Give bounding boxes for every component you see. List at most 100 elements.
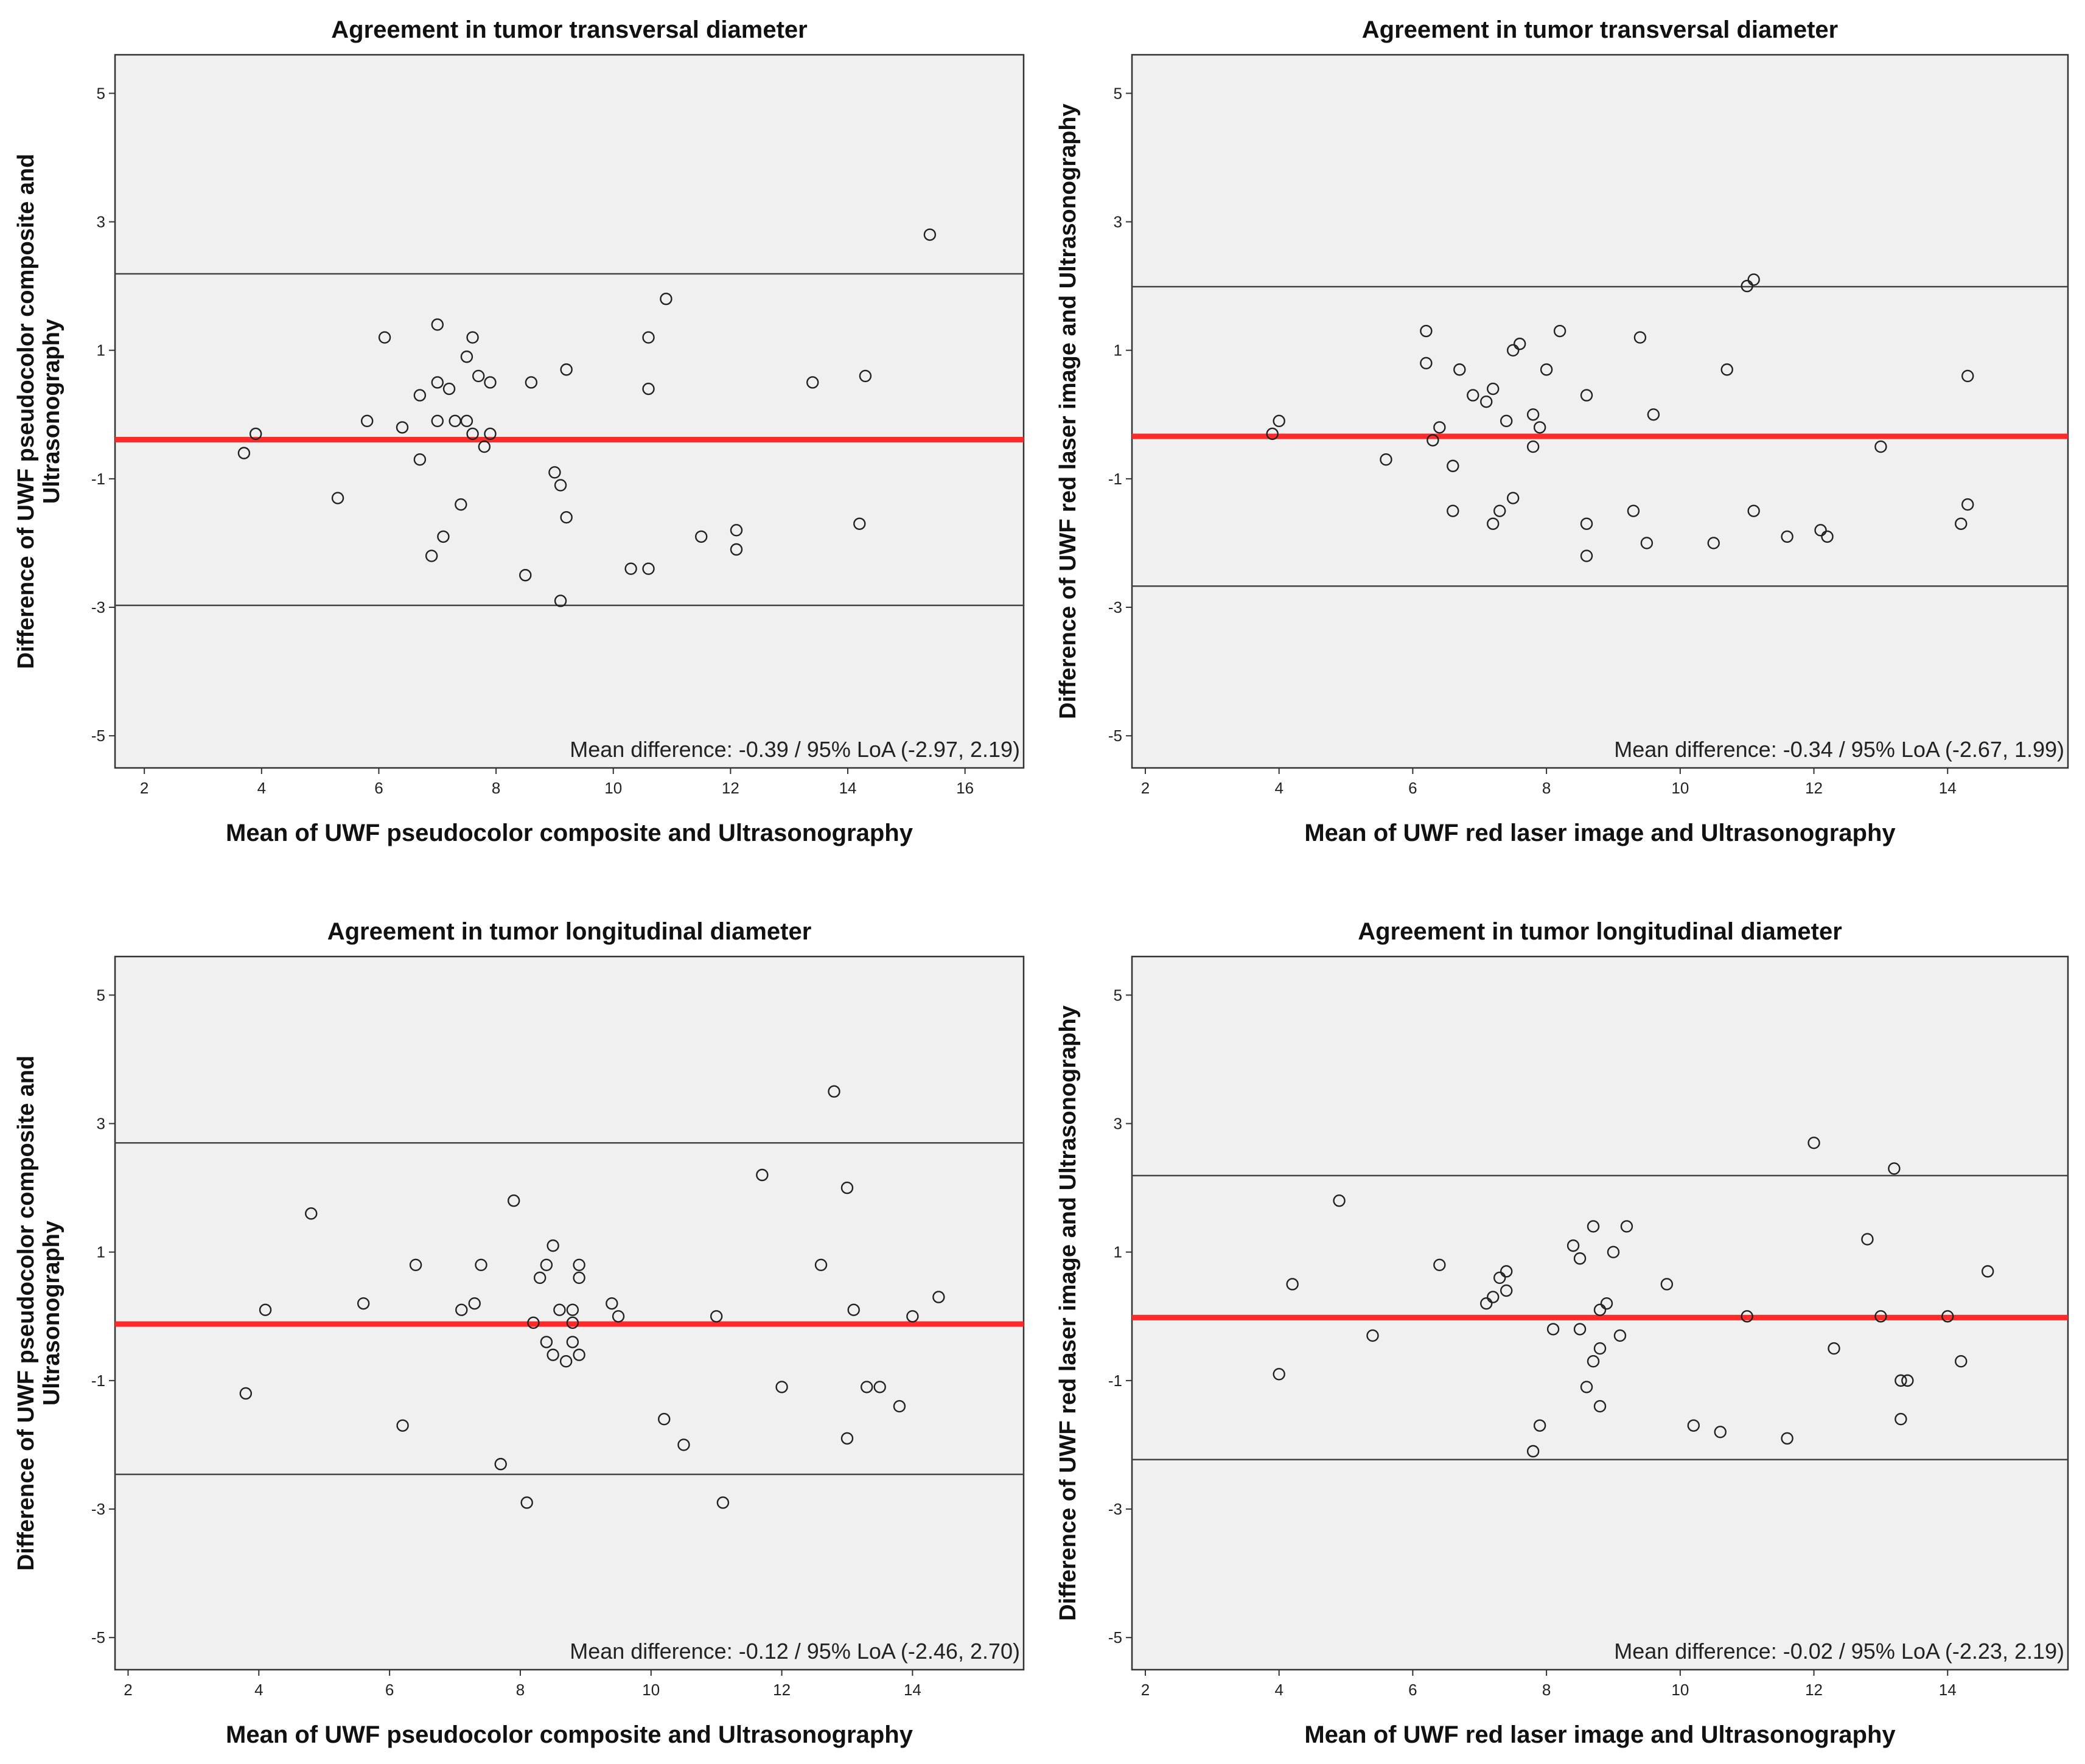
data-point <box>1566 1239 1580 1252</box>
y-tick-label: 1 <box>97 1243 105 1261</box>
data-point <box>1427 434 1439 447</box>
data-point <box>520 1496 533 1509</box>
data-point <box>566 1316 579 1330</box>
y-axis-label: Difference of UWF pseudocolor composite … <box>13 1056 65 1571</box>
y-tick-label: 3 <box>1114 1115 1122 1133</box>
agreement-annotation: Mean difference: -0.02 / 95% LoA (-2.23,… <box>1614 1639 2064 1664</box>
data-point <box>1513 337 1526 350</box>
data-point <box>540 1336 553 1348</box>
x-tick-label: 12 <box>1805 779 1823 797</box>
data-point <box>695 530 708 543</box>
data-point <box>1493 1271 1506 1285</box>
y-tick-label: 5 <box>97 84 105 102</box>
data-point <box>756 1168 769 1182</box>
x-tick-label: 10 <box>1671 779 1689 797</box>
x-tick-label: 6 <box>385 1681 394 1699</box>
data-point <box>1526 440 1540 453</box>
data-point <box>1888 1162 1901 1175</box>
data-point <box>559 1354 573 1368</box>
y-axis-label-line: Ultrasonography <box>39 1221 65 1406</box>
data-point <box>893 1400 906 1413</box>
x-tick-label: 10 <box>642 1681 660 1699</box>
data-point <box>259 1303 272 1316</box>
y-tick-label: 1 <box>1114 341 1122 360</box>
data-point <box>1613 1329 1627 1342</box>
data-point <box>431 414 444 428</box>
x-tick-label: 8 <box>492 779 500 797</box>
y-tick-label: -3 <box>1108 1500 1122 1518</box>
chart-panel-1: Agreement in tumor transversal diameter 2… <box>13 16 1025 846</box>
data-point <box>472 369 485 383</box>
y-tick-label: -1 <box>91 1372 105 1390</box>
x-tick-label: 16 <box>956 779 974 797</box>
data-point <box>814 1258 828 1272</box>
y-tick-label: 5 <box>1114 84 1122 102</box>
data-point <box>466 427 479 441</box>
chart-title: Agreement in tumor longitudinal diameter <box>1358 918 1842 945</box>
data-point <box>612 1310 625 1323</box>
data-point <box>494 1457 507 1471</box>
x-tick-label: 8 <box>516 1681 525 1699</box>
y-tick-label: -5 <box>1108 1628 1122 1647</box>
x-tick-label: 4 <box>1274 1681 1283 1699</box>
data-point <box>1660 1278 1674 1291</box>
x-axis-label: Mean of UWF pseudocolor composite and Ul… <box>226 1721 913 1748</box>
data-point <box>1480 1297 1493 1310</box>
data-point <box>840 1181 854 1194</box>
data-point <box>560 511 573 524</box>
data-point <box>331 492 344 504</box>
x-tick-label: 14 <box>1939 779 1957 797</box>
data-point <box>1480 395 1493 408</box>
x-tick-label: 4 <box>254 1681 263 1699</box>
data-point <box>1447 504 1459 517</box>
data-point <box>573 1348 585 1361</box>
y-tick-label: -3 <box>91 598 105 616</box>
data-point <box>566 1336 579 1348</box>
x-tick-label: 12 <box>773 1681 791 1699</box>
data-point <box>455 1303 468 1316</box>
data-point <box>1981 1265 1994 1278</box>
data-point <box>1420 357 1433 370</box>
data-point <box>906 1310 919 1323</box>
plot-area <box>114 955 1025 1671</box>
data-point <box>475 1258 487 1272</box>
data-point <box>239 1387 253 1400</box>
chart-panel-3: Agreement in tumor longitudinal diameter… <box>13 918 1025 1748</box>
data-point <box>360 414 374 428</box>
y-tick-label: -1 <box>91 470 105 488</box>
data-point <box>1467 389 1479 402</box>
data-point <box>1961 498 1974 511</box>
data-point <box>1961 369 1974 383</box>
plot-area <box>1131 54 2069 769</box>
y-axis-label-line: Difference of UWF red laser image and Ul… <box>1055 103 1081 719</box>
data-point <box>1687 1419 1700 1432</box>
data-point <box>1580 389 1593 402</box>
data-point <box>1500 1265 1513 1278</box>
data-point <box>847 1303 860 1316</box>
y-tick-label: -5 <box>91 1628 105 1647</box>
data-point <box>1861 1233 1874 1246</box>
data-point <box>1540 363 1553 376</box>
data-point <box>828 1085 840 1098</box>
data-point <box>1781 530 1793 543</box>
data-point <box>484 376 497 389</box>
y-tick-label: 3 <box>97 1115 105 1133</box>
data-point <box>573 1258 585 1272</box>
data-point <box>1533 421 1546 434</box>
data-point <box>357 1297 370 1310</box>
x-tick-label: 8 <box>1542 779 1551 797</box>
x-tick-label: 10 <box>1671 1681 1689 1699</box>
data-point <box>1447 459 1459 472</box>
data-point <box>1273 1368 1285 1381</box>
x-tick-label: 6 <box>374 779 383 797</box>
data-point <box>478 440 491 453</box>
y-tick-label: 1 <box>1114 1243 1122 1261</box>
y-tick-label: 3 <box>97 213 105 231</box>
data-point <box>460 350 473 363</box>
x-tick-label: 14 <box>904 1681 921 1699</box>
data-point <box>547 1348 559 1361</box>
data-point <box>455 498 467 511</box>
x-tick-label: 2 <box>1141 1681 1150 1699</box>
plot-area <box>114 54 1025 769</box>
data-point <box>1807 1136 1820 1149</box>
